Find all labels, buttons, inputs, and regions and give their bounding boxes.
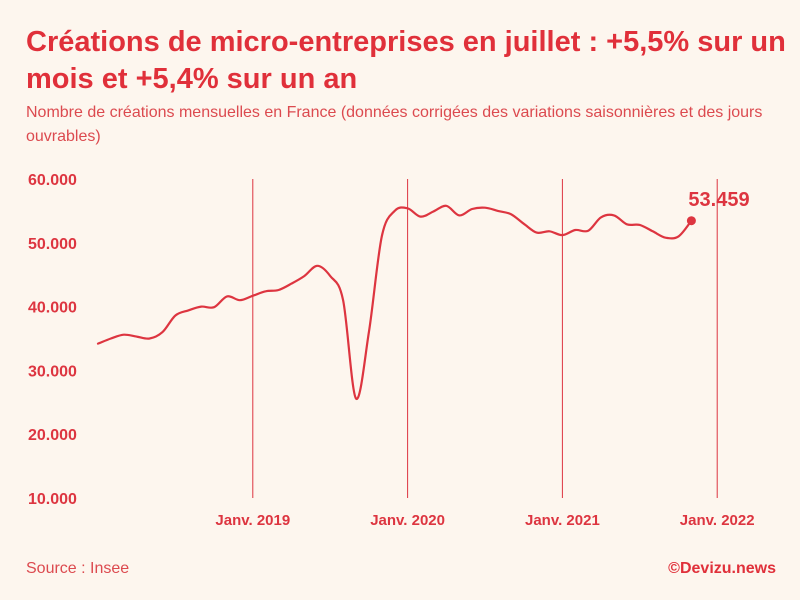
- y-tick-label: 60.000: [28, 172, 77, 189]
- chart-subtitle: Nombre de créations mensuelles en France…: [26, 104, 763, 145]
- x-tick-label: Janv. 2021: [525, 512, 600, 529]
- source-note: Source : Insee: [26, 560, 130, 577]
- series-line: [96, 204, 693, 400]
- brand-credit: ©Devizu.news: [668, 560, 776, 577]
- y-tick-label: 30.000: [28, 363, 77, 380]
- last-value-label: 53.459: [688, 189, 749, 211]
- x-tick-label: Janv. 2020: [370, 512, 445, 529]
- x-tick-label: Janv. 2019: [215, 512, 290, 529]
- last-data-point: [686, 216, 696, 226]
- y-tick-label: 20.000: [28, 427, 77, 444]
- y-tick-label: 10.000: [28, 491, 77, 508]
- x-tick-label: Janv. 2022: [680, 512, 755, 529]
- chart-title: Créations de micro-entreprises en juille…: [26, 26, 786, 95]
- y-tick-label: 50.000: [28, 236, 77, 253]
- y-tick-label: 40.000: [28, 300, 77, 317]
